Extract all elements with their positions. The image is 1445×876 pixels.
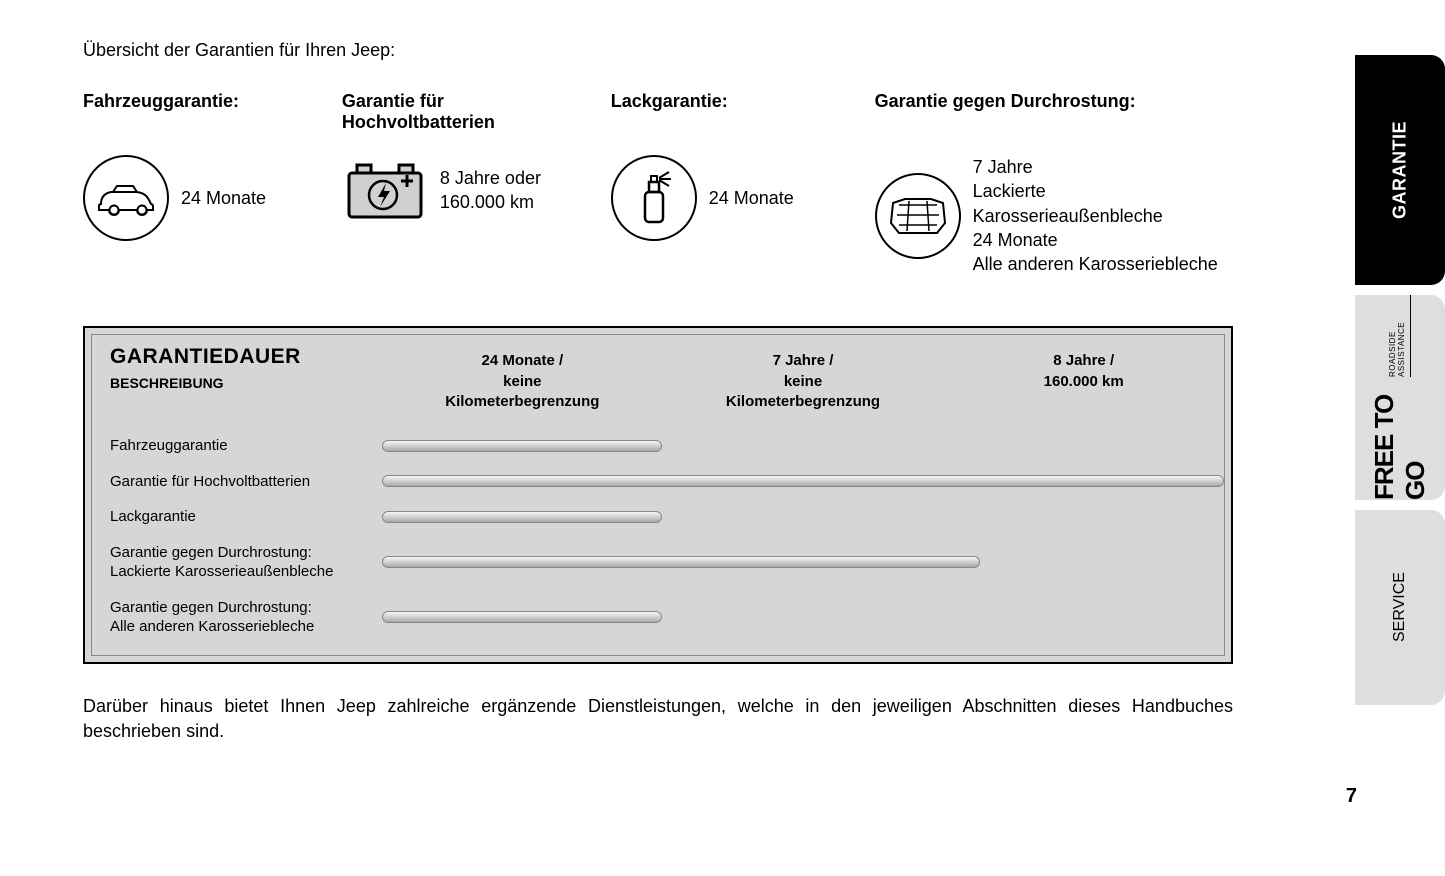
table-row-label: Garantie gegen Durchrostung:Lackierte Ka… [92,543,382,582]
table-row-bar-area [382,439,1224,453]
tab-free-sublabel: ROADSIDE ASSISTANCE [1389,295,1411,377]
table-row: Garantie gegen Durchrostung:Alle anderen… [92,590,1224,645]
car-icon [83,155,169,241]
duration-bar [382,475,1224,487]
warranty-battery-text: 8 Jahre oder 160.000 km [440,166,601,215]
duration-bar [382,440,662,452]
footer-text: Darüber hinaus bietet Ihnen Jeep zahlrei… [83,694,1233,744]
table-row-bar-area [382,555,1224,569]
warranty-overview: Fahrzeuggarantie: 24 Monate Garantie für… [83,91,1233,276]
warranty-battery-title: Garantie für Hochvoltbatterien [342,91,601,135]
warranty-paint: Lackgarantie: 24 Monate [611,91,865,276]
table-row-label: Lackgarantie [92,507,382,527]
table-col-1: 24 Monate /keineKilometerbegrenzung [382,345,663,412]
duration-bar [382,611,662,623]
table-row-bar-area [382,610,1224,624]
table-row: Fahrzeuggarantie [92,428,1224,464]
warranty-paint-text: 24 Monate [709,186,794,210]
warranty-table: GARANTIEDAUER BESCHREIBUNG 24 Monate /ke… [83,326,1233,663]
duration-bar [382,511,662,523]
table-subtitle: BESCHREIBUNG [110,375,382,391]
warranty-battery: Garantie für Hochvoltbatterien 8 Jahre o… [342,91,601,276]
tab-garantie[interactable]: GARANTIE [1355,55,1445,285]
table-header: GARANTIEDAUER BESCHREIBUNG 24 Monate /ke… [92,335,1224,424]
table-row: Garantie gegen Durchrostung:Lackierte Ka… [92,535,1224,590]
table-row-bar-area [382,510,1224,524]
warranty-rust: Garantie gegen Durchrostung: 7 Jahre Lac… [875,91,1233,276]
battery-icon [342,155,428,225]
table-row-label: Garantie für Hochvoltbatterien [92,472,382,492]
warranty-paint-title: Lackgarantie: [611,91,865,135]
warranty-vehicle: Fahrzeuggarantie: 24 Monate [83,91,332,276]
table-row-label: Garantie gegen Durchrostung:Alle anderen… [92,598,382,637]
table-row: Lackgarantie [92,499,1224,535]
tab-free-to-go[interactable]: FREE TO GO ROADSIDE ASSISTANCE [1355,295,1445,500]
side-tabs: GARANTIE FREE TO GO ROADSIDE ASSISTANCE … [1355,55,1445,705]
table-title: GARANTIEDAUER [110,345,382,369]
page-number: 7 [1346,785,1357,808]
spray-icon [611,155,697,241]
tab-service[interactable]: SERVICE [1355,510,1445,705]
warranty-rust-text: 7 Jahre Lackierte Karosserieaußenbleche … [973,155,1233,276]
table-col-2: 7 Jahre /keineKilometerbegrenzung [663,345,944,412]
warranty-vehicle-title: Fahrzeuggarantie: [83,91,332,135]
table-body: Fahrzeuggarantie Garantie für Hochvoltbat… [92,424,1224,655]
table-row: Garantie für Hochvoltbatterien [92,464,1224,500]
warranty-vehicle-text: 24 Monate [181,186,266,210]
chassis-icon [875,173,961,259]
warranty-rust-title: Garantie gegen Durchrostung: [875,91,1233,135]
tab-free-label: FREE TO GO [1369,381,1431,500]
table-row-bar-area [382,474,1224,488]
table-col-3: 8 Jahre /160.000 km [943,345,1224,412]
intro-text: Übersicht der Garantien für Ihren Jeep: [83,40,1233,61]
table-row-label: Fahrzeuggarantie [92,436,382,456]
duration-bar [382,556,980,568]
